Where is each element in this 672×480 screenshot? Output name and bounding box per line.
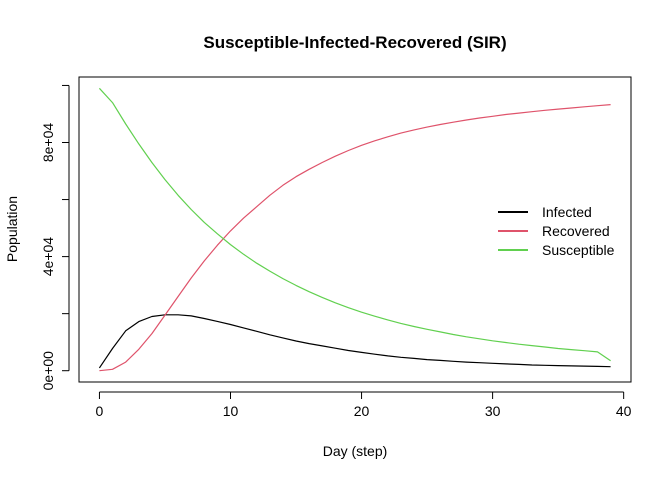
y-tick-label: 0e+00 (40, 351, 56, 391)
series-layer (98, 87, 611, 372)
chart-title: Susceptible-Infected-Recovered (SIR) (203, 33, 506, 52)
series-line-recovered (99, 104, 611, 372)
legend-label-recovered: Recovered (542, 223, 610, 239)
x-axis-label: Day (step) (323, 443, 388, 459)
y-axis: 0e+00 4e+04 8e+04 (40, 84, 70, 391)
x-tick-label: 20 (354, 403, 370, 419)
legend-label-susceptible: Susceptible (542, 242, 615, 258)
x-tick-label: 40 (616, 403, 632, 419)
legend-label-infected: Infected (542, 204, 592, 220)
x-axis: 0 10 20 30 40 (96, 391, 632, 419)
legend: Infected Recovered Susceptible (498, 204, 615, 258)
y-axis-label: Population (4, 196, 20, 262)
y-tick-label: 4e+04 (40, 237, 56, 277)
y-tick-label: 8e+04 (40, 123, 56, 163)
x-tick-label: 10 (223, 403, 239, 419)
plot-frame (78, 76, 632, 383)
series-line-susceptible (98, 87, 611, 362)
x-tick-label: 30 (485, 403, 501, 419)
x-tick-label: 0 (96, 403, 104, 419)
series-line-infected (98, 314, 611, 369)
